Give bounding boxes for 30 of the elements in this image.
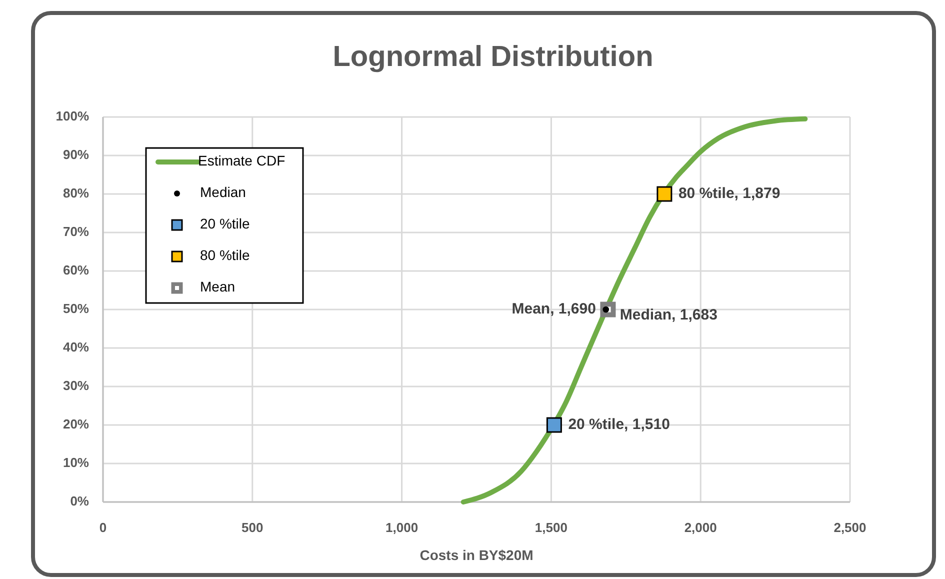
y-tick-label: 20% <box>62 416 90 432</box>
x-tick-label: 1,500 <box>534 520 568 535</box>
legend-label: Mean <box>200 278 236 295</box>
y-tick-label: 60% <box>62 262 90 278</box>
y-tick-label: 90% <box>62 146 90 162</box>
point <box>656 186 672 202</box>
x-tick-label: 1,000 <box>386 520 418 535</box>
y-tick-label: 70% <box>62 224 90 239</box>
x-tick-label: 500 <box>242 520 264 535</box>
chart-title: Lognormal Distribution <box>332 41 654 73</box>
legend-label: Estimate CDF <box>198 152 286 169</box>
x-axis-title: Costs in BY$20M <box>420 547 534 563</box>
legend-label: 80 %tile <box>200 247 250 264</box>
legend-label: Median <box>200 184 246 200</box>
annotation: Mean, 1,690 <box>512 300 596 318</box>
y-tick-label: 30% <box>62 378 90 393</box>
y-tick-label: 50% <box>62 300 90 316</box>
x-tick-label: 2,000 <box>684 520 717 535</box>
legend-label: 20 %tile <box>200 216 250 232</box>
y-tick-label: 10% <box>62 454 90 470</box>
y-tick-label: 0% <box>70 493 90 508</box>
x-tick-label: 2,500 <box>834 520 866 535</box>
y-tick-label: 100% <box>56 108 90 124</box>
y-tick-label: 80% <box>62 185 90 200</box>
annotation: 80 %tile, 1,879 <box>678 184 780 202</box>
x-tick-label: 0 <box>99 520 107 535</box>
annotation: Median, 1,683 <box>620 306 718 324</box>
point <box>546 417 562 433</box>
y-tick-label: 40% <box>62 339 90 354</box>
annotation: 20 %tile, 1,510 <box>568 416 670 433</box>
